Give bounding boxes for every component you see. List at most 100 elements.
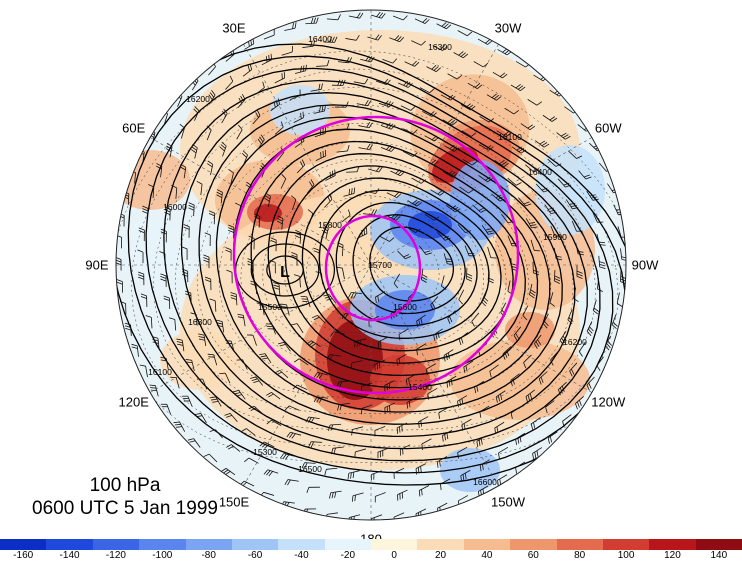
- wind-barb: [236, 124, 243, 140]
- wind-barb: [274, 72, 286, 84]
- wind-barb: [458, 332, 469, 346]
- wind-barb: [142, 205, 149, 220]
- wind-barb: [257, 134, 265, 149]
- wind-barb: [464, 245, 476, 257]
- wind-barb: [378, 100, 394, 108]
- wind-barb: [259, 441, 275, 449]
- wind-barb: [553, 270, 561, 284]
- outer-magenta-ring: [232, 115, 520, 395]
- wind-barb: [458, 289, 465, 305]
- wind-barb: [597, 277, 603, 292]
- wind-barb: [280, 303, 290, 316]
- wind-barb: [363, 209, 378, 216]
- wind-barb: [379, 235, 395, 242]
- wind-barb: [198, 333, 207, 347]
- wind-barb: [465, 267, 473, 282]
- height-contour: [127, 55, 626, 474]
- longitude-label: 90W: [631, 257, 659, 273]
- wind-barb: [550, 351, 559, 366]
- wind-barb: [460, 469, 471, 482]
- wind-barb: [190, 144, 198, 159]
- wind-barb: [444, 144, 460, 152]
- wind-barb: [274, 370, 289, 379]
- wind-barb: [137, 249, 144, 264]
- wind-barb: [206, 125, 212, 141]
- wind-barb: [124, 322, 132, 336]
- wind-barb: [183, 224, 190, 238]
- wind-barb: [374, 359, 386, 371]
- wind-barb: [550, 225, 562, 237]
- wind-barb: [208, 210, 216, 225]
- wind-barb: [367, 34, 382, 41]
- wind-barb: [406, 397, 417, 409]
- wind-barb: [446, 375, 457, 388]
- colorbar-swatch: [46, 539, 93, 550]
- wind-barb: [443, 349, 454, 362]
- wind-barb: [331, 79, 346, 86]
- colorbar-tick: 60: [527, 550, 539, 561]
- contour-value-label: 16500: [298, 464, 322, 474]
- wind-barb: [527, 99, 543, 106]
- dashed-contour: [196, 123, 552, 398]
- wind-barb: [314, 127, 327, 138]
- wind-barb: [353, 78, 369, 85]
- wind-barb: [306, 179, 315, 194]
- wind-barb: [474, 380, 485, 394]
- wind-barb: [140, 293, 148, 307]
- wind-barb: [416, 314, 426, 327]
- wind-barb: [209, 396, 222, 407]
- wind-barb: [370, 470, 382, 481]
- wind-barb: [510, 373, 520, 387]
- wind-barb: [575, 396, 584, 410]
- colorbar-tick: 80: [574, 550, 586, 561]
- wind-barb: [479, 116, 495, 123]
- colorbar-tick-labels: -160 -140 -120 -100 -80 -60 -40 -20 0 20 40 60 80 100…: [0, 550, 742, 561]
- wind-barb: [291, 323, 304, 334]
- wind-barb: [203, 453, 218, 463]
- wind-barb: [270, 237, 277, 252]
- dashed-contour: [175, 104, 574, 415]
- wind-barb: [423, 159, 439, 166]
- colorbar-swatch: [556, 539, 603, 550]
- wind-barb: [347, 470, 360, 480]
- wind-barb: [370, 11, 386, 19]
- wind-barb: [324, 193, 333, 208]
- wind-barb: [321, 224, 329, 240]
- wind-barb: [393, 273, 401, 289]
- wind-barb: [479, 405, 490, 418]
- wind-barb: [442, 429, 453, 442]
- wind-barb: [459, 186, 474, 194]
- contour-value-label: 16400: [308, 34, 332, 44]
- wind-barb: [462, 158, 478, 166]
- wind-barb: [415, 463, 426, 475]
- wind-barb: [420, 268, 428, 283]
- wind-barb: [567, 309, 574, 325]
- wind-barb: [436, 22, 452, 30]
- height-contour: [180, 92, 588, 438]
- wind-barb: [305, 416, 320, 424]
- wind-barb: [424, 213, 440, 221]
- colorbar-tick: -60: [247, 550, 263, 561]
- wind-barb: [375, 291, 386, 303]
- wind-barb: [181, 246, 188, 260]
- colorbar-tick: 100: [617, 550, 635, 561]
- wind-barb: [160, 403, 172, 415]
- wind-barb: [504, 107, 520, 115]
- wind-barb: [578, 170, 592, 180]
- wind-barb: [306, 486, 320, 494]
- wind-barb: [389, 35, 405, 43]
- colorbar-tick: 0: [391, 550, 397, 561]
- wind-barb: [250, 280, 258, 294]
- anomaly-shade: [450, 340, 590, 420]
- wind-barb: [187, 438, 201, 448]
- wind-barb: [380, 122, 396, 130]
- wind-barb: [440, 94, 456, 101]
- wind-barb: [425, 363, 436, 376]
- colorbar-swatch: [417, 539, 464, 550]
- wind-barb: [440, 478, 451, 491]
- wind-barb: [547, 158, 562, 167]
- wind-barb: [351, 492, 364, 502]
- colorbar-tick: -20: [340, 550, 356, 561]
- wind-barb: [400, 105, 416, 111]
- wind-barb: [538, 371, 548, 385]
